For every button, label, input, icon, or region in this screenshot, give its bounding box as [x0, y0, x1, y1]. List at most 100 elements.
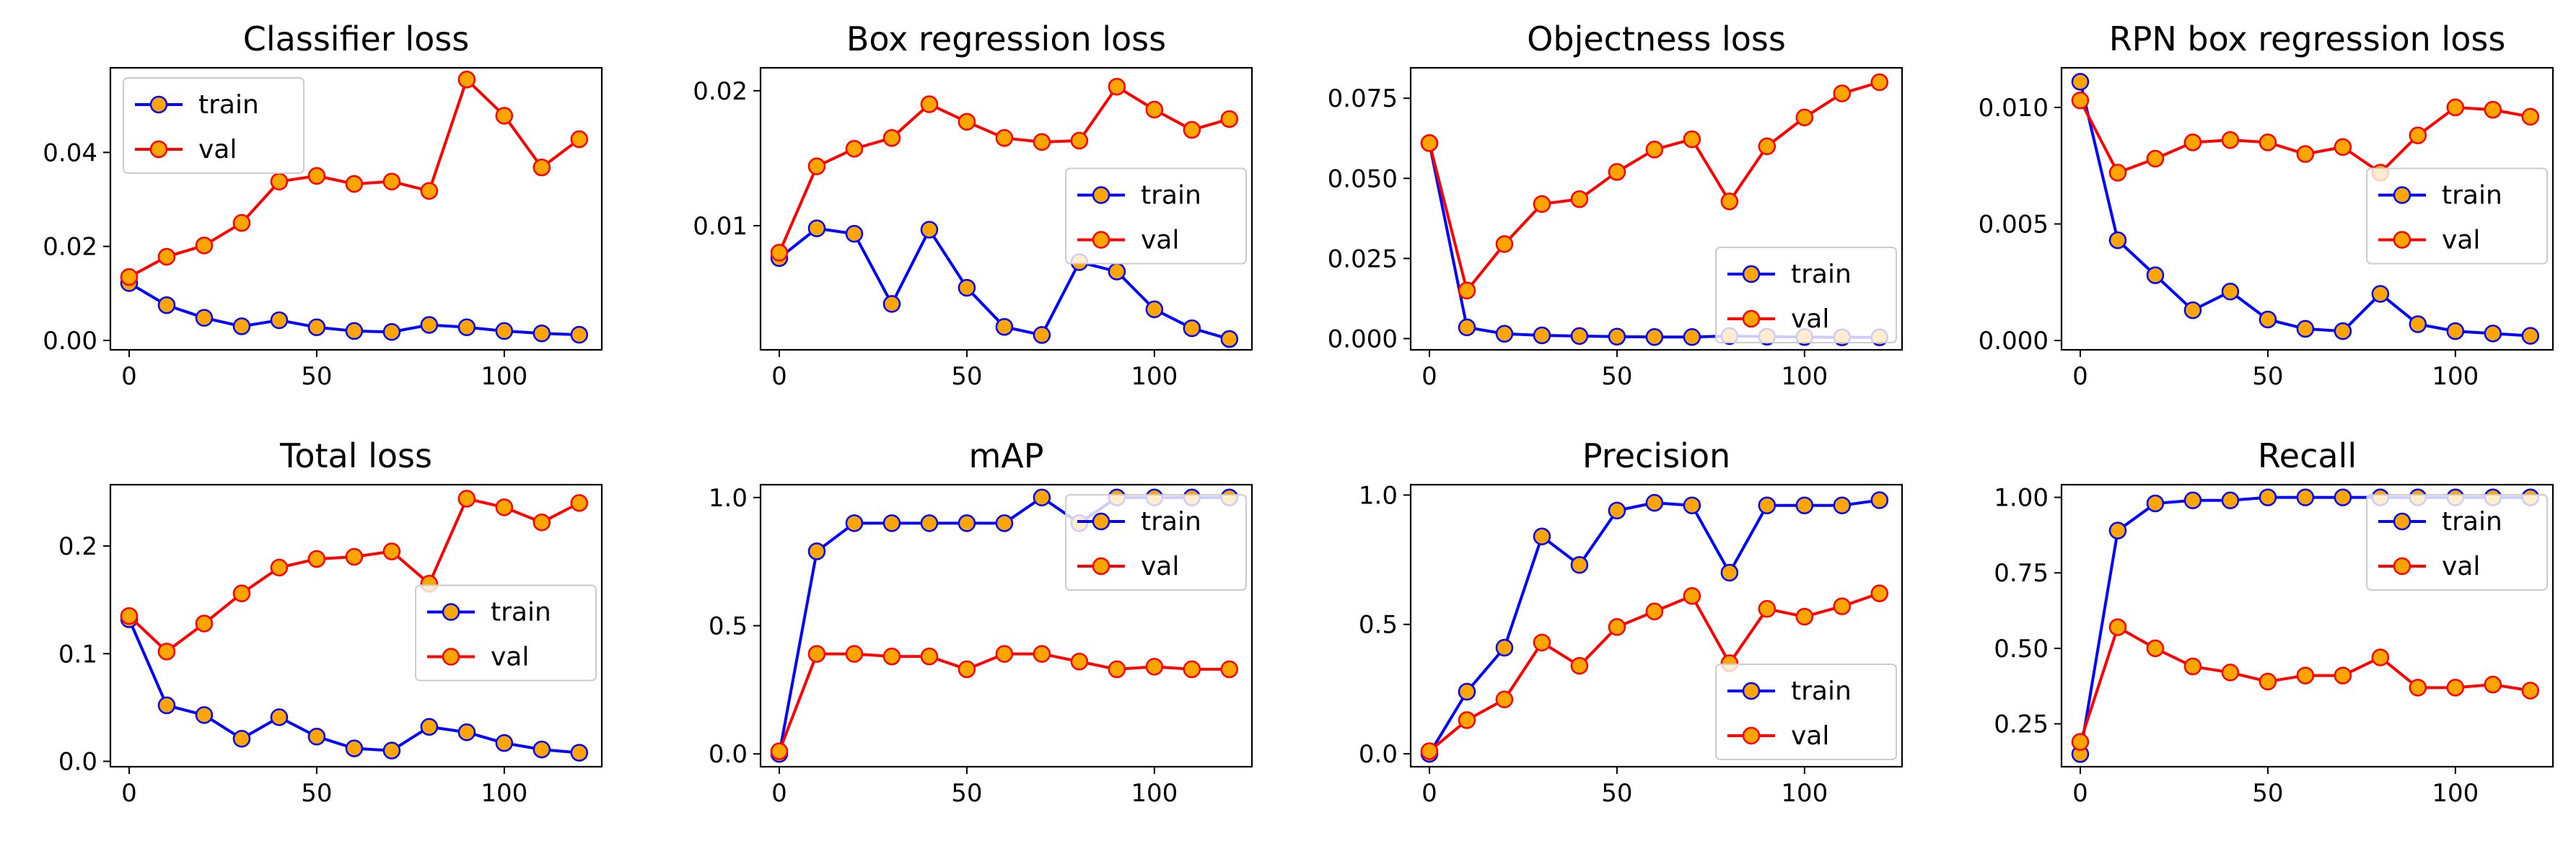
x-tick-label: 100	[2432, 362, 2479, 391]
legend: train val	[1065, 167, 1247, 265]
x-tick-label: 100	[1781, 779, 1828, 808]
chart-title: RPN box regression loss	[2109, 19, 2506, 58]
data-point-train	[420, 316, 439, 334]
data-point-val	[1795, 607, 1814, 626]
chart-title: Box regression loss	[846, 19, 1166, 58]
data-point-train	[1495, 325, 1514, 343]
subplot-1: Classifier loss 0 50 100 0.00 0.02 0.04 train va…	[43, 19, 603, 391]
data-point-val	[2183, 133, 2202, 151]
data-point-train	[1533, 527, 1551, 545]
data-point-train	[2259, 310, 2277, 329]
legend-label: val	[198, 135, 237, 164]
legend: train val	[2366, 494, 2548, 591]
data-point-val	[2221, 664, 2240, 682]
axes-frame	[109, 66, 603, 351]
legend-swatch-marker	[2393, 186, 2411, 204]
legend: train val	[2366, 167, 2548, 265]
axes-frame	[109, 483, 603, 768]
legend-label: val	[1141, 552, 1179, 581]
x-tick-label: 0	[2072, 779, 2088, 808]
data-point-val	[570, 494, 589, 512]
data-point-val	[2521, 107, 2540, 126]
y-tick-label: 0.005	[1979, 211, 2049, 239]
data-point-val	[845, 645, 864, 663]
legend-swatch-marker	[149, 140, 168, 159]
data-point-train	[2183, 491, 2202, 510]
y-tick-label: 0.050	[1328, 164, 1398, 193]
data-point-train	[1683, 496, 1701, 514]
x-tick-label: 100	[481, 779, 527, 808]
data-point-train	[570, 325, 589, 344]
subplot-6: mAP 0 50 100 0.0 0.5 1.0 train val	[709, 436, 1253, 808]
x-tick-label: 0	[121, 362, 137, 391]
data-point-val	[1833, 597, 1852, 615]
legend: train val	[1715, 664, 1897, 760]
x-tick-label: 0	[771, 362, 787, 391]
legend-label: train	[198, 90, 259, 120]
data-point-val	[882, 129, 901, 147]
legend: train val	[415, 584, 597, 682]
data-point-train	[1608, 501, 1626, 520]
data-point-train	[533, 740, 551, 759]
data-point-val	[533, 513, 551, 532]
data-point-val	[2296, 145, 2315, 163]
legend-swatch-marker	[2393, 557, 2411, 576]
x-tick-label: 0	[1421, 779, 1437, 808]
data-point-val	[1533, 633, 1551, 652]
data-point-train	[1758, 496, 1777, 514]
y-tick-label: 1.00	[1994, 484, 2049, 513]
y-tick-label: 0.010	[1979, 94, 2049, 123]
legend-label: train	[1791, 260, 1852, 289]
data-point-train	[382, 322, 401, 341]
legend-label: train	[1141, 181, 1201, 211]
data-point-val	[1608, 163, 1626, 181]
legend-swatch-marker	[1092, 231, 1110, 249]
y-tick-label: 0.0	[58, 748, 97, 777]
data-point-val	[1495, 235, 1514, 253]
data-point-val	[2146, 639, 2165, 658]
data-point-val	[270, 558, 289, 577]
axes-frame	[759, 66, 1253, 351]
data-point-train	[845, 514, 864, 532]
data-point-val	[2409, 679, 2427, 697]
legend-swatch-marker	[1742, 682, 1761, 700]
x-tick-label: 0	[2072, 362, 2088, 391]
data-point-val	[1758, 137, 1777, 156]
data-point-train	[1645, 327, 1664, 346]
data-point-train	[1608, 327, 1626, 346]
data-point-train	[1145, 300, 1164, 319]
data-point-val	[1870, 584, 1889, 602]
x-tick-label: 50	[2252, 362, 2283, 391]
subplot-2: Box regression loss 0 50 100 0.01 0.02 train va…	[693, 19, 1253, 391]
data-point-train	[2259, 488, 2277, 506]
data-point-val	[2446, 98, 2465, 117]
subplot-7: Precision 0 50 100 0.0 0.5 1.0 train val	[1359, 436, 1903, 808]
data-point-val	[533, 158, 551, 177]
subplot-4: RPN box regression loss 0 50 100 0.000 0.005 0…	[1979, 19, 2554, 391]
data-point-train	[2146, 266, 2165, 284]
data-point-train	[2221, 282, 2240, 301]
data-point-train	[2521, 327, 2540, 345]
data-point-train	[995, 317, 1014, 336]
x-tick-label: 50	[2252, 779, 2283, 808]
data-point-val	[770, 244, 789, 262]
data-point-val	[2334, 138, 2352, 157]
data-point-train	[807, 542, 826, 560]
legend-label: train	[1141, 507, 1201, 537]
data-point-train	[420, 718, 439, 736]
x-tick-label: 50	[301, 362, 332, 391]
y-tick-label: 0.75	[1994, 559, 2049, 588]
data-point-val	[2334, 666, 2352, 684]
subplot-3: Objectness loss 0 50 100 0.000 0.025 0.050 0.07…	[1328, 19, 1903, 391]
data-point-val	[1795, 108, 1814, 127]
data-point-val	[1183, 120, 1201, 139]
data-point-train	[845, 224, 864, 243]
legend-swatch-marker	[1742, 265, 1761, 283]
data-point-train	[2183, 301, 2202, 320]
data-point-val	[195, 615, 214, 633]
data-point-val	[1833, 84, 1852, 102]
legend-label: val	[1791, 721, 1829, 751]
legend-swatch-marker	[442, 648, 460, 666]
data-point-val	[1533, 195, 1551, 213]
